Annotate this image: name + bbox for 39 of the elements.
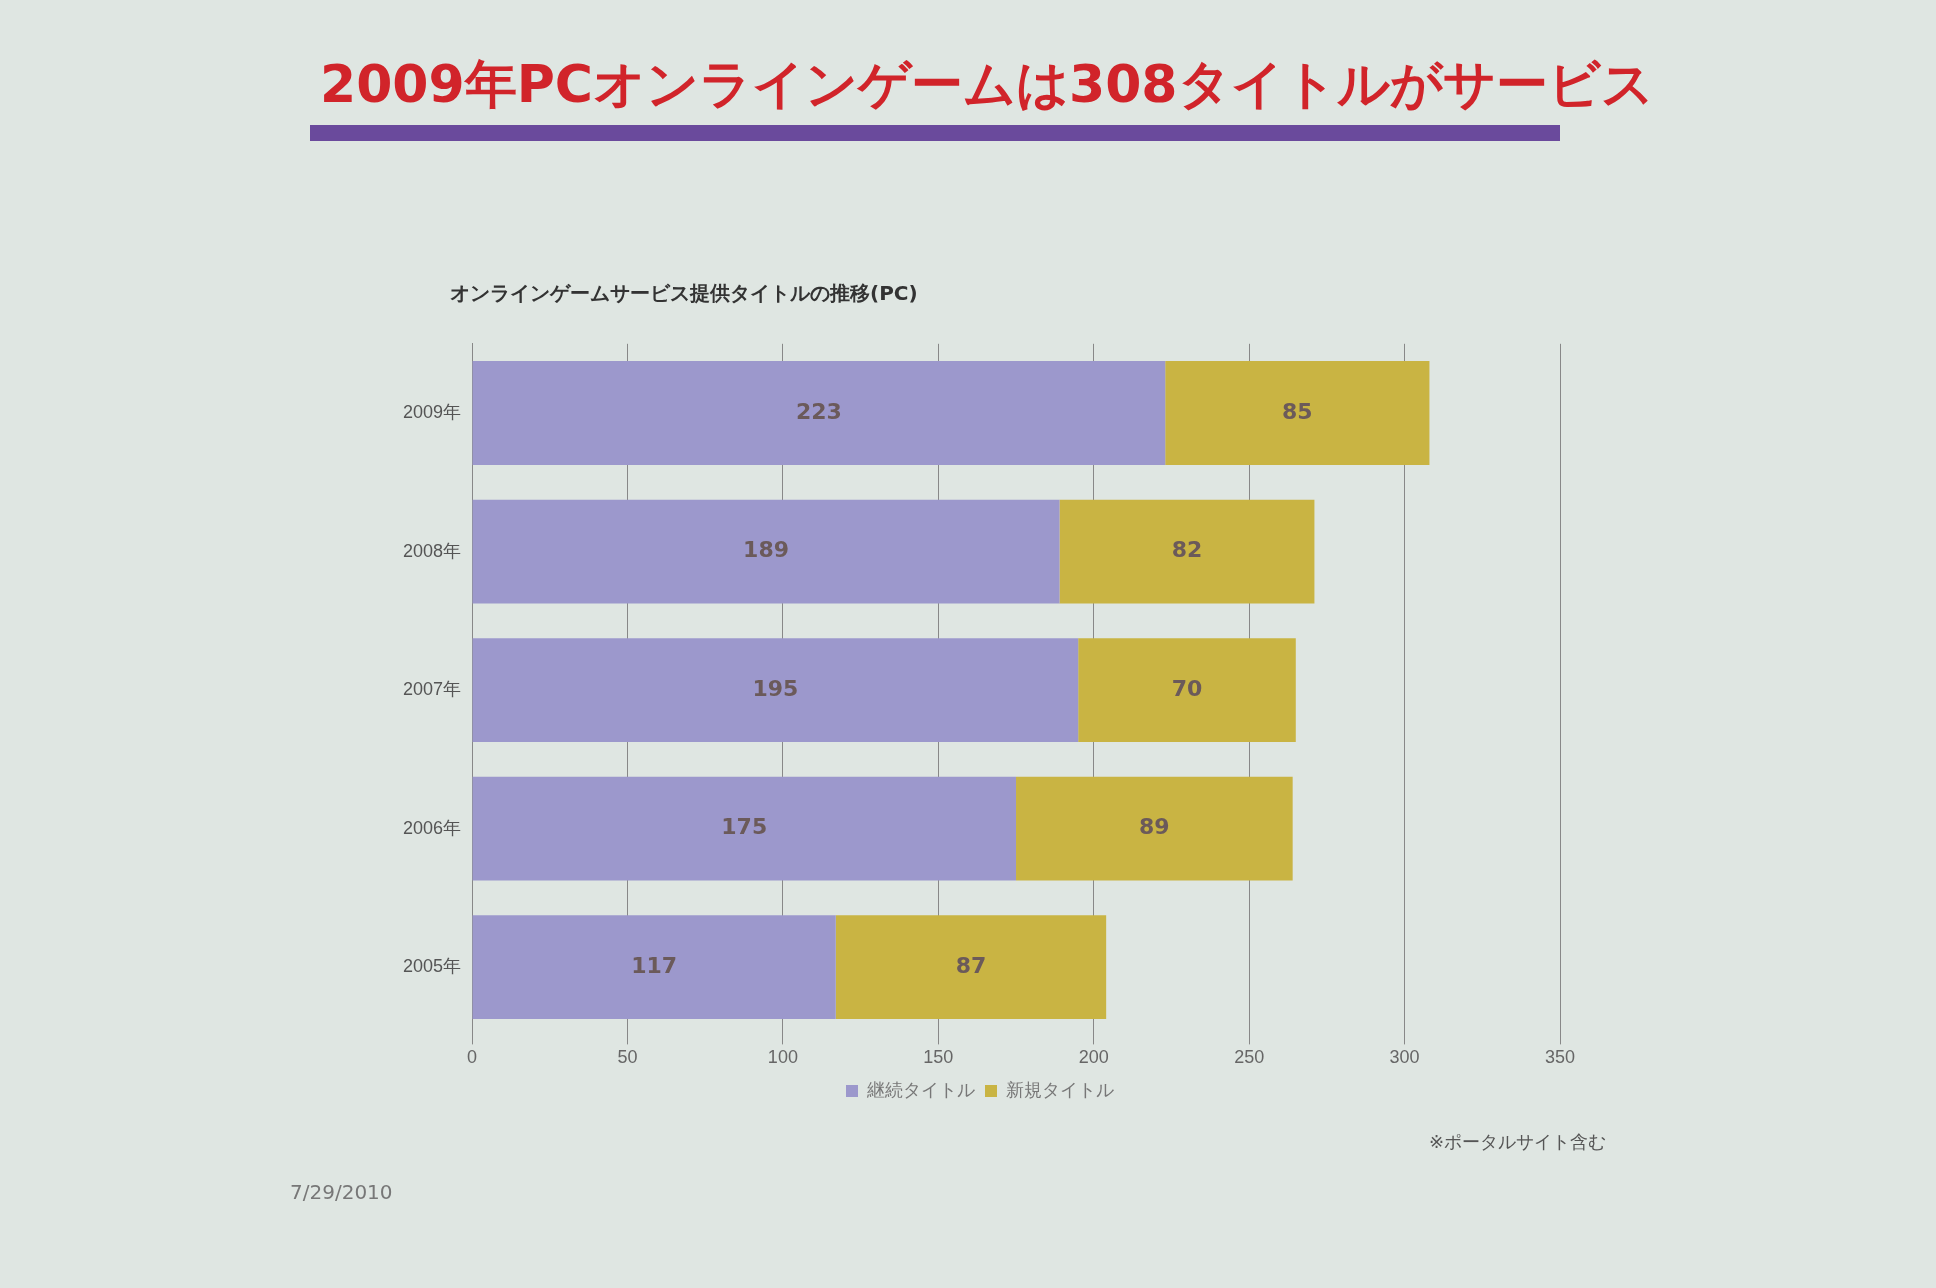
data-label: 89 <box>1139 814 1170 840</box>
x-tick-label: 300 <box>1389 1047 1420 1068</box>
text: ※ポータルサイト含む <box>1428 1130 1606 1154</box>
data-label: 195 <box>752 675 799 701</box>
y-tick-label: 2008年 <box>403 540 462 561</box>
data-label: 223 <box>795 398 842 424</box>
text: 7/29/2010 <box>290 1180 393 1204</box>
y-tick-label: 2005年 <box>403 956 462 977</box>
data-label: 70 <box>1171 675 1203 701</box>
bar <box>472 638 1079 743</box>
bar <box>472 915 836 1020</box>
bar <box>472 361 1166 466</box>
x-tick-label: 50 <box>617 1047 638 1068</box>
y-tick-label: 2009年 <box>403 402 462 423</box>
bar <box>1165 361 1430 466</box>
bar <box>472 499 1060 604</box>
bar <box>472 776 1017 881</box>
chart-subtitle: オンラインゲームサービス提供タイトルの推移(PC) <box>450 280 918 307</box>
x-tick-label: 200 <box>1078 1047 1109 1068</box>
data-label: 82 <box>1171 537 1203 563</box>
data-label: 189 <box>743 537 790 563</box>
legend-label: 継続タイトル <box>866 1079 975 1100</box>
bar <box>1059 499 1315 604</box>
x-tick-label: 250 <box>1234 1047 1265 1068</box>
bar <box>1078 638 1296 743</box>
x-tick-label: 350 <box>1544 1047 1576 1068</box>
chart-title: 2009年PCオンラインゲームは308タイトルがサービス <box>320 53 1654 116</box>
data-label: 85 <box>1282 398 1313 424</box>
x-tick-label: 150 <box>923 1047 954 1068</box>
y-tick-label: 2006年 <box>403 817 462 838</box>
data-label: 175 <box>721 814 768 840</box>
data-label: 117 <box>631 952 678 978</box>
bar <box>835 915 1107 1020</box>
x-tick-label: 0 <box>467 1047 478 1068</box>
data-label: 87 <box>955 952 987 978</box>
legend-label: 新規タイトル <box>1006 1079 1114 1100</box>
bar <box>1016 776 1293 881</box>
y-tick-label: 2007年 <box>403 679 462 700</box>
x-tick-label: 100 <box>767 1047 798 1068</box>
